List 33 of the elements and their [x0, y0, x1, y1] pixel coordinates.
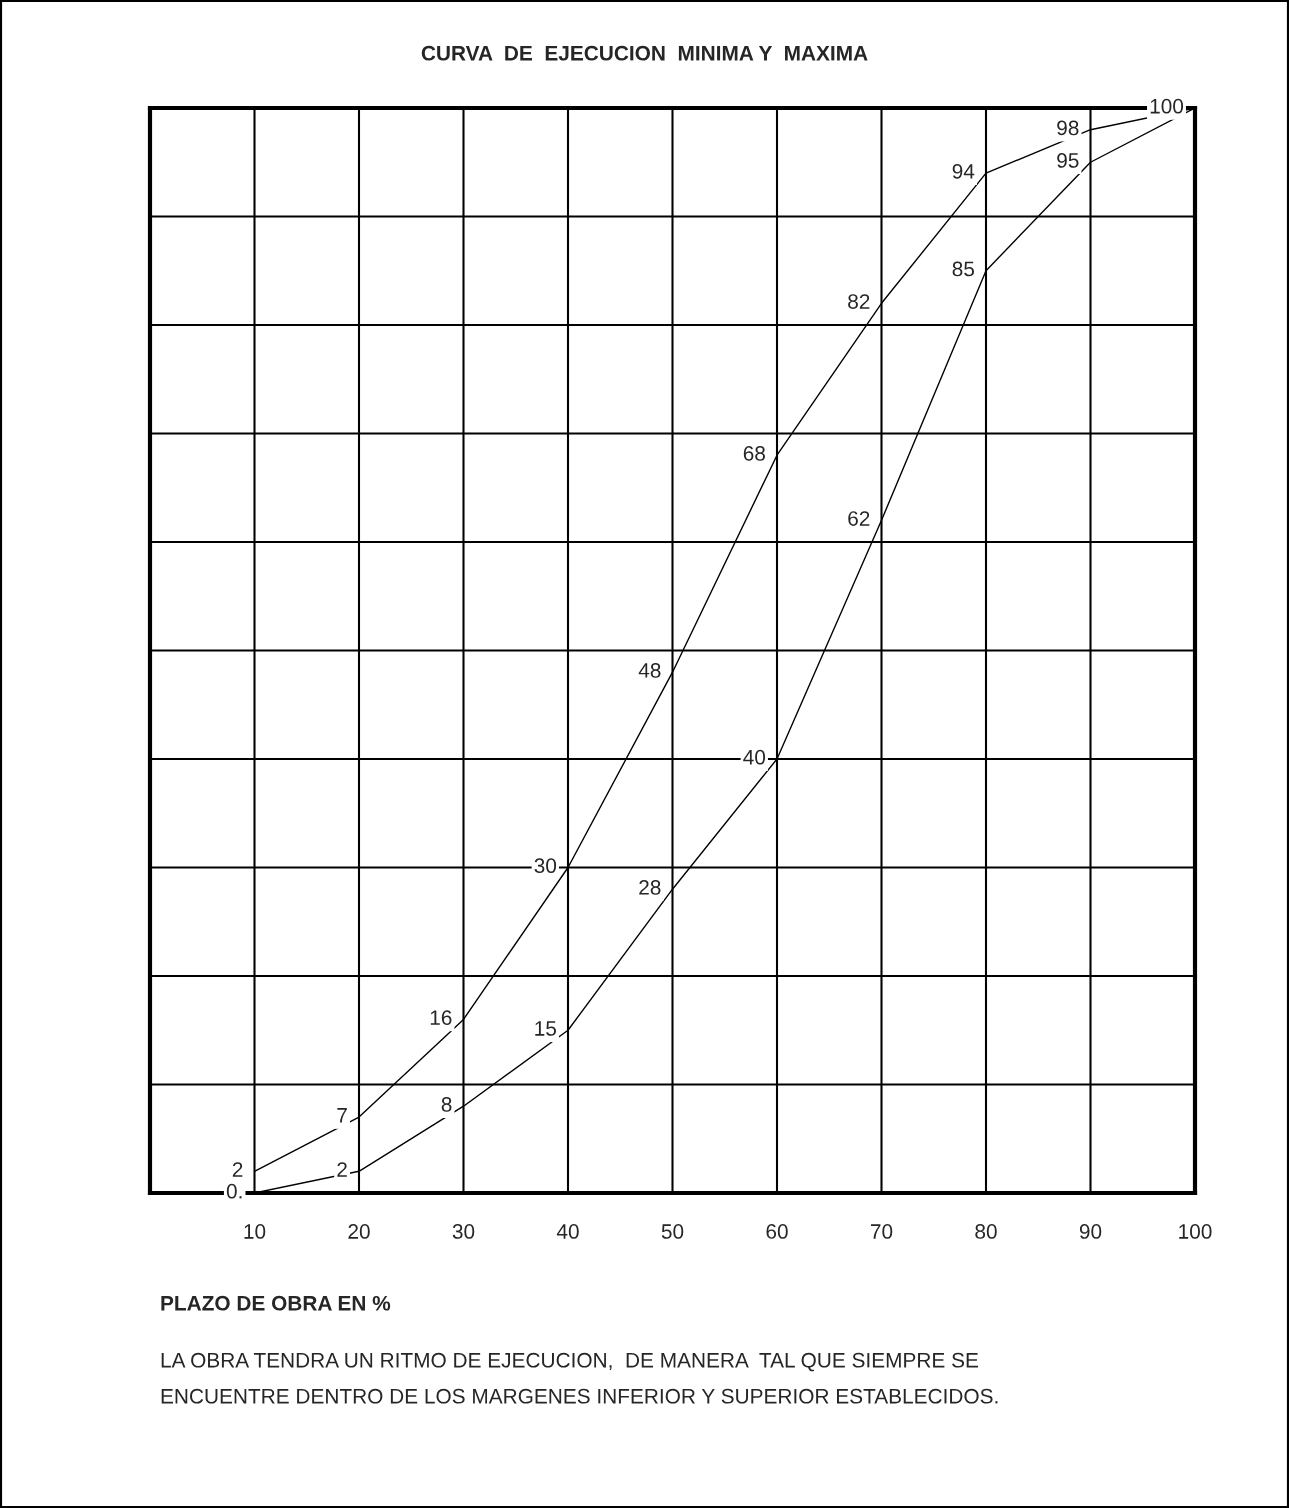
data-label: 8: [441, 1097, 452, 1112]
data-label: 7: [337, 1108, 347, 1123]
x-tick-label: 20: [348, 1224, 370, 1239]
text: ENCUENTRE DENTRO DE LOS MARGENES INFERIOR Y SUPERIOR ESTABLECIDOS.: [161, 1388, 998, 1404]
x-tick-label: 30: [452, 1224, 475, 1239]
x-axis-title: PLAZO DE OBRA EN %: [161, 1295, 391, 1311]
data-label: 98: [1057, 120, 1079, 136]
data-label: 2: [232, 1162, 243, 1177]
x-tick-label: 50: [661, 1224, 684, 1239]
data-label: 100: [1150, 98, 1184, 114]
data-label: 62: [848, 511, 870, 526]
data-label: 30: [534, 858, 557, 874]
data-label: 16: [430, 1010, 452, 1025]
data-label: 95: [1057, 153, 1079, 168]
text: LA OBRA TENDRA UN RITMO DE EJECUCION, DE MANERA TAL QUE SIEMPRE SE: [161, 1352, 978, 1372]
data-label: 82: [848, 294, 870, 309]
x-tick-label: 80: [975, 1224, 997, 1239]
x-tick-label: 70: [870, 1224, 893, 1239]
x-tick-label: 60: [766, 1224, 788, 1239]
data-label: 48: [638, 663, 661, 678]
data-label: 85: [952, 261, 975, 277]
data-label: 0.: [226, 1183, 242, 1199]
x-tick-label: 10: [244, 1224, 266, 1239]
data-label: 94: [952, 163, 975, 179]
data-label: 15: [535, 1021, 557, 1036]
data-label: 2: [337, 1162, 347, 1177]
chart-title: CURVA DE EJECUCION MINIMA Y MAXIMA: [421, 45, 868, 61]
data-label: 68: [743, 446, 765, 461]
data-label: 28: [639, 880, 661, 895]
data-label: 40: [743, 749, 766, 765]
x-tick-label: 40: [556, 1224, 579, 1239]
x-tick-label: 90: [1079, 1224, 1102, 1239]
x-tick-label: 100: [1179, 1224, 1212, 1239]
